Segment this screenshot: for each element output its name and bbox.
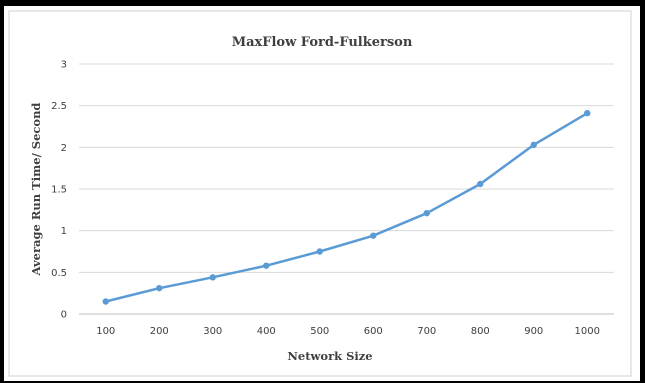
gridlines (79, 63, 614, 273)
x-tick-labels: 100 200 300 400 500 600 700 800 900 1000 (96, 326, 600, 337)
data-point (477, 180, 484, 188)
y-tick-label: 1.5 (51, 185, 67, 196)
y-tick-label: 0 (61, 310, 67, 321)
data-point (316, 248, 323, 255)
y-tick-labels: 0 0.5 1 1.5 2 2.5 3 (51, 60, 67, 321)
x-axis-title: Network Size (287, 349, 372, 363)
x-tick-label: 800 (471, 326, 490, 337)
x-tick-label: 300 (203, 326, 222, 337)
series-layer (102, 109, 591, 305)
y-tick-label: 3 (61, 60, 67, 71)
chart-title: MaxFlow Ford-Fulkerson (232, 35, 413, 50)
data-point (423, 209, 430, 217)
x-tick-label: 400 (257, 326, 276, 337)
y-axis-title: Average Run Time/ Second (29, 103, 43, 277)
x-tick-label: 900 (524, 326, 543, 337)
data-point (156, 284, 163, 292)
x-tick-label: 1000 (575, 326, 600, 337)
data-point (102, 298, 109, 305)
x-tick-label: 700 (417, 326, 436, 337)
data-point (530, 141, 537, 149)
chart-area-border (8, 10, 632, 377)
data-point (263, 262, 270, 269)
data-point (209, 274, 216, 281)
y-tick-label: 1 (61, 226, 67, 237)
y-tick-label: 0.5 (51, 268, 67, 279)
y-tick-label: 2.5 (51, 101, 67, 112)
x-tick-label: 500 (310, 326, 329, 337)
data-point (584, 109, 591, 117)
series-line (104, 111, 589, 303)
x-tick-label: 600 (364, 326, 383, 337)
x-tick-label: 200 (150, 326, 169, 337)
data-point (370, 232, 377, 239)
x-tick-label: 100 (96, 326, 115, 337)
y-tick-label: 2 (61, 143, 67, 154)
